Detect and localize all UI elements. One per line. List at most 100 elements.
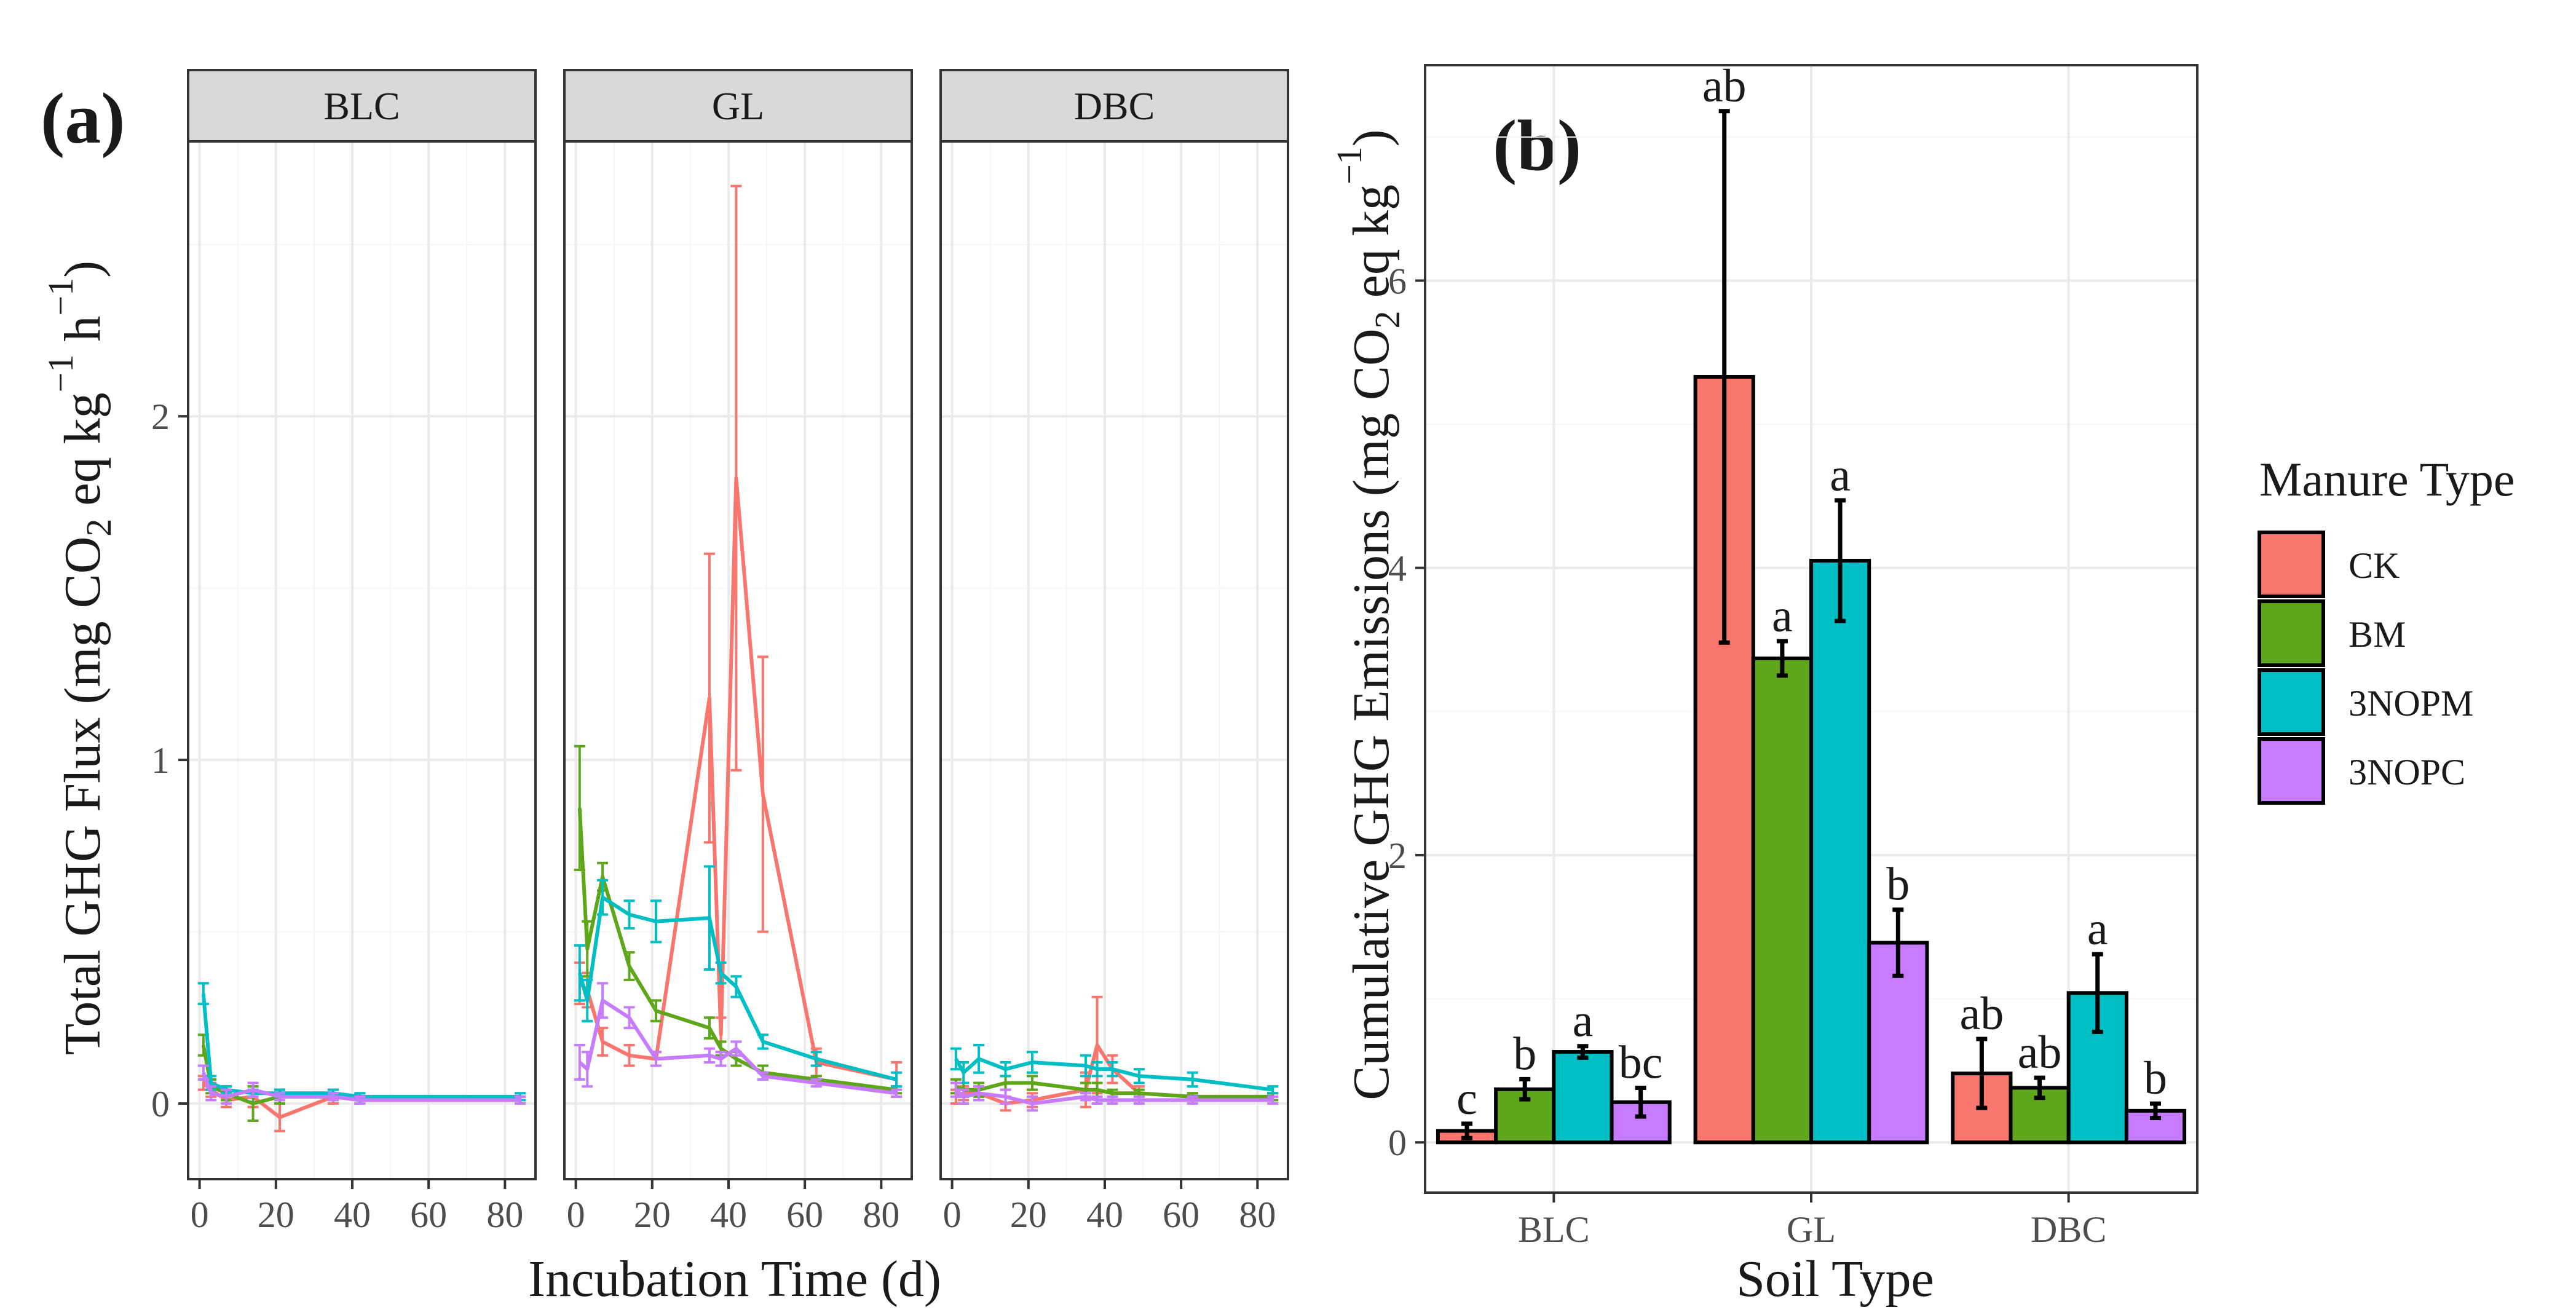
y-axis-title-part: Cumulative GHG Emissions (mg CO — [1343, 328, 1400, 1100]
series-line-bm — [955, 1081, 1273, 1099]
panel-b-letter: (b) — [1493, 105, 1581, 186]
manure-type-legend: Manure Type CK BM 3NOPM 3NOPC — [2258, 452, 2515, 805]
panel-b-y-axis-title: Cumulative GHG Emissions (mg CO2 eq kg−1… — [1329, 129, 1407, 1100]
facet-strip-gl — [563, 69, 913, 143]
x-tick-label: 40 — [334, 1195, 371, 1235]
legend-item-ck: CK — [2258, 531, 2400, 598]
x-tick-label: 40 — [710, 1195, 747, 1235]
series-line-3nopm — [954, 1057, 1273, 1092]
facet-panel-border — [939, 140, 1289, 1180]
x-tick-label: DBC — [2031, 1209, 2106, 1250]
x-tick-label: 60 — [1163, 1195, 1199, 1235]
facet-strip-label: BLC — [323, 84, 400, 128]
y-tick-label: 2 — [151, 397, 170, 437]
y-axis-title-subscript: 2 — [1367, 310, 1407, 328]
series-line-3nopm — [577, 895, 897, 1081]
legend-item-bm: BM — [2258, 599, 2406, 667]
x-tick-label: GL — [1787, 1209, 1836, 1250]
x-tick-label: 80 — [863, 1195, 899, 1235]
legend-swatch-3nopc — [2258, 737, 2325, 805]
x-tick-label: 0 — [943, 1195, 962, 1235]
facet-strip-label: DBC — [1074, 84, 1155, 128]
x-tick-label: 60 — [410, 1195, 447, 1235]
panel-a-x-axis-title: Incubation Time (d) — [528, 1250, 941, 1308]
significance-label: a — [1772, 590, 1793, 642]
facet-panel-border — [563, 140, 913, 1180]
legend-item-3nopc: 3NOPC — [2258, 737, 2465, 805]
x-tick-label: 0 — [191, 1195, 209, 1235]
panel-a-letter: (a) — [41, 78, 125, 159]
significance-label: ab — [2018, 1027, 2062, 1078]
x-tick-label: 20 — [634, 1195, 671, 1235]
significance-label: b — [1513, 1028, 1536, 1080]
y-axis-title-superscript: −1 — [41, 278, 81, 316]
significance-label: b — [2144, 1052, 2167, 1104]
series-3nopm — [574, 865, 903, 1088]
legend-item-3nopm: 3NOPM — [2258, 668, 2473, 736]
x-tick-label: 0 — [567, 1195, 585, 1235]
series-line-3nopc — [578, 998, 897, 1096]
series-line-bm — [577, 808, 897, 1092]
bar-3nopm — [1552, 1050, 1614, 1145]
x-tick-label: 80 — [1239, 1195, 1276, 1235]
facet-panel-border — [187, 140, 537, 1180]
legend-label: BM — [2349, 614, 2406, 655]
y-tick-label: 4 — [1388, 548, 1407, 589]
panel-a-y-axis-title: Total GHG Flux (mg CO2 eq kg−1 h−1) — [41, 261, 119, 1055]
bar-3nopm — [1809, 559, 1871, 1145]
legend-swatch-3nopm — [2258, 668, 2325, 736]
y-tick-label: 6 — [1388, 261, 1407, 301]
significance-label: ab — [1959, 988, 2004, 1040]
x-tick-label: 80 — [486, 1195, 523, 1235]
facet-gl: GL 0 20 40 60 80 — [563, 69, 913, 1235]
y-axis-title-part: h — [54, 316, 111, 355]
y-axis-title-subscript: 2 — [79, 519, 119, 537]
x-tick-label: 20 — [1010, 1195, 1047, 1235]
significance-label: b — [1886, 859, 1910, 910]
significance-label: bc — [1619, 1037, 1663, 1088]
significance-label: ab — [1702, 60, 1747, 112]
significance-label: a — [2087, 903, 2108, 955]
legend-swatch-bm — [2258, 599, 2325, 667]
y-tick-label: 2 — [1388, 835, 1407, 876]
legend-label: 3NOPM — [2349, 683, 2473, 724]
y-axis-title-part: Total GHG Flux (mg CO — [54, 537, 111, 1055]
facet-dbc: DBC 0 20 40 60 80 — [939, 69, 1289, 1235]
legend-title: Manure Type — [2259, 452, 2515, 506]
significance-label: c — [1456, 1073, 1477, 1124]
y-axis-title-part: ) — [1343, 129, 1400, 146]
significance-label: a — [1830, 449, 1851, 501]
y-axis-title-superscript: −1 — [1329, 146, 1369, 184]
facet-strip-blc — [187, 69, 537, 143]
significance-label: a — [1573, 995, 1594, 1047]
legend-swatch-ck — [2258, 531, 2325, 598]
facet-panels: BLC 0 20 40 60 80 0 1 2 GL 0 20 40 60 80 DBC 0 20 40 60 80 — [151, 69, 1289, 1235]
series-line-3nopc — [954, 1088, 1273, 1105]
series-3nopm — [950, 1044, 1279, 1095]
series-3nopc — [197, 1064, 526, 1105]
facet-blc: BLC 0 20 40 60 80 0 1 2 — [151, 69, 537, 1235]
panel-b-x-axis-title: Soil Type — [1736, 1250, 1934, 1308]
x-tick-label: 40 — [1086, 1195, 1123, 1235]
x-tick-label: 20 — [258, 1195, 294, 1235]
legend-label: CK — [2349, 545, 2400, 586]
series-line-3nopc — [201, 1072, 521, 1102]
bar-bm — [1751, 656, 1814, 1145]
legend-label: 3NOPC — [2349, 752, 2465, 792]
x-tick-label: 60 — [786, 1195, 823, 1235]
y-tick-label: 0 — [151, 1084, 170, 1124]
y-tick-label: 1 — [151, 740, 170, 781]
y-tick-label: 0 — [1388, 1123, 1407, 1163]
x-tick-label: BLC — [1518, 1209, 1590, 1250]
series-3nopc — [574, 982, 903, 1098]
y-axis-title-part: eq kg — [54, 392, 111, 518]
y-axis-title-part: ) — [54, 261, 111, 278]
y-axis-title-part: eq kg — [1343, 184, 1400, 310]
y-axis-title-superscript: −1 — [41, 355, 81, 393]
